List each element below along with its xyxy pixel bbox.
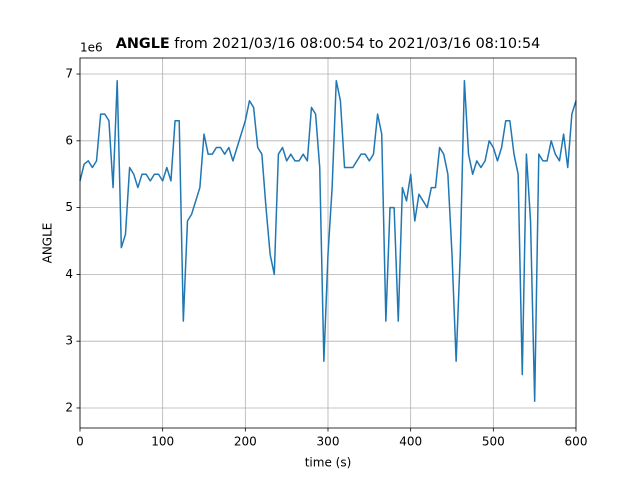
x-tick-label: 0	[76, 435, 84, 449]
x-tick-label: 500	[482, 435, 505, 449]
y-tick-label: 3	[65, 334, 73, 348]
y-tick-label: 6	[65, 133, 73, 147]
plot-frame	[79, 57, 577, 429]
x-tick-label: 200	[234, 435, 257, 449]
y-tick-label: 4	[65, 267, 73, 281]
offset-label: 1e6	[80, 41, 103, 55]
data-line	[79, 79, 577, 403]
x-tick-label: 300	[317, 435, 340, 449]
y-tick-label: 2	[65, 400, 73, 414]
title-text: from 2021/03/16 08:00:54 to 2021/03/16 0…	[174, 36, 540, 52]
x-axis-label: time (s)	[305, 456, 352, 470]
chart-title: ANGLE from 2021/03/16 08:00:54 to 2021/0…	[116, 36, 541, 52]
title-prefix: ANGLE	[116, 36, 170, 52]
x-tick-label: 600	[565, 435, 588, 449]
y-axis-label: ANGLE	[41, 223, 55, 264]
y-tick-label: 7	[65, 67, 73, 81]
x-tick-label: 400	[399, 435, 422, 449]
y-tick-label: 5	[65, 200, 73, 214]
x-tick-label: 100	[151, 435, 174, 449]
